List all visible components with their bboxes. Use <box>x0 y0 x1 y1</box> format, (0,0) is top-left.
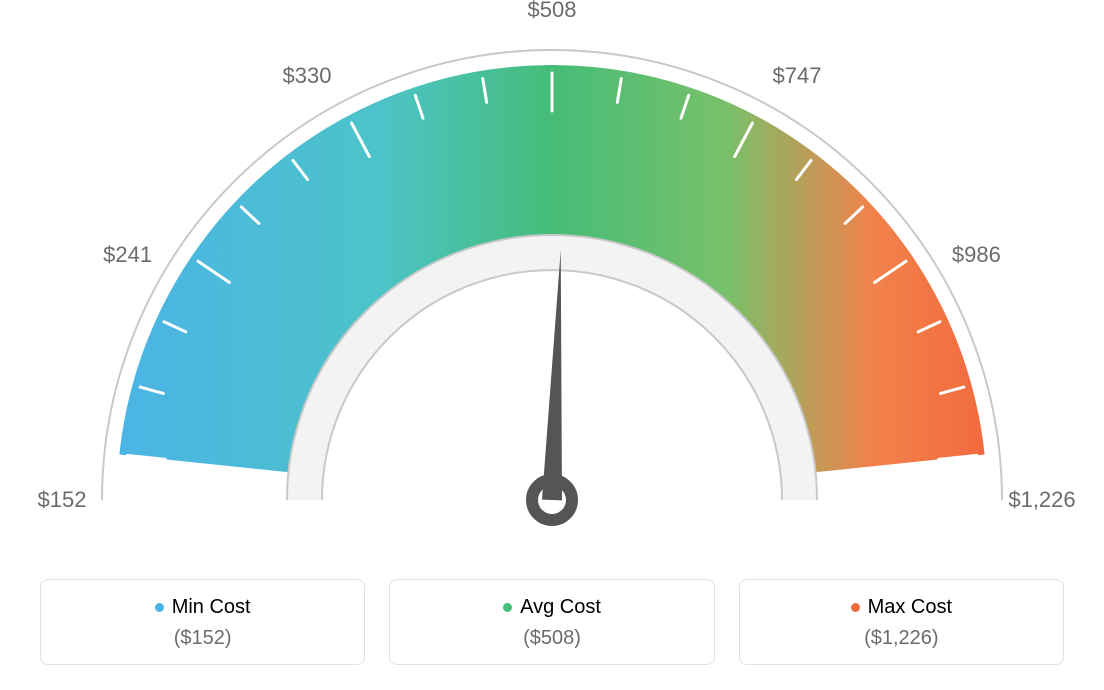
gauge-label: $747 <box>773 63 822 89</box>
legend-title-avg: Avg Cost <box>503 596 601 619</box>
legend-title-max: Max Cost <box>851 596 952 619</box>
legend-card-max: Max Cost ($1,226) <box>739 579 1064 665</box>
gauge-label: $241 <box>103 242 152 268</box>
legend-title-min: Min Cost <box>155 596 251 619</box>
legend-dot-min <box>155 603 164 612</box>
gauge-label: $986 <box>952 242 1001 268</box>
legend-card-avg: Avg Cost ($508) <box>389 579 714 665</box>
gauge-label: $1,226 <box>1008 487 1075 513</box>
gauge-label: $330 <box>283 63 332 89</box>
legend-title-min-text: Min Cost <box>172 596 251 619</box>
gauge-needle <box>542 250 562 500</box>
legend-dot-max <box>851 603 860 612</box>
gauge-svg <box>0 0 1104 560</box>
cost-gauge-chart: { "gauge": { "type": "gauge", "center_x"… <box>0 0 1104 690</box>
gauge-label: $152 <box>38 487 87 513</box>
legend-dot-avg <box>503 603 512 612</box>
legend-value-max: ($1,226) <box>752 627 1051 650</box>
gauge-area: $152 $241 $330 $508 $747 $986 $1,226 <box>0 0 1104 560</box>
legend-title-max-text: Max Cost <box>868 596 952 619</box>
legend-value-min: ($152) <box>53 627 352 650</box>
legend-card-min: Min Cost ($152) <box>40 579 365 665</box>
legend-value-avg: ($508) <box>402 627 701 650</box>
legend-row: Min Cost ($152) Avg Cost ($508) Max Cost… <box>40 579 1064 665</box>
legend-title-avg-text: Avg Cost <box>520 596 601 619</box>
gauge-label: $508 <box>528 0 577 23</box>
